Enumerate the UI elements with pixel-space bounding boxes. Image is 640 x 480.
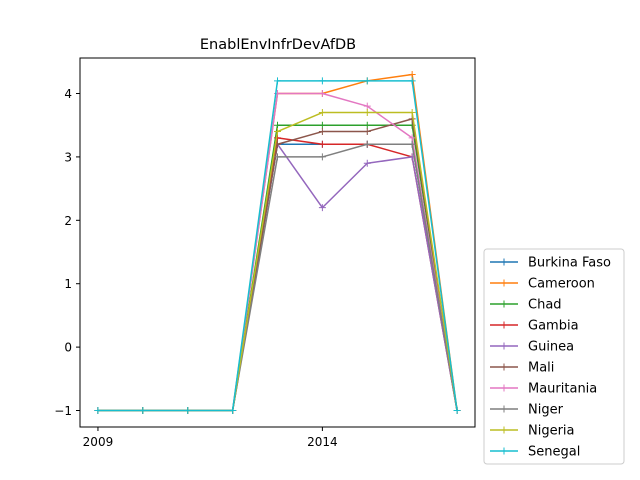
legend-label: Chad [528, 298, 562, 313]
legend-entry: Gambia [490, 319, 579, 334]
legend-entry: Mali [490, 361, 554, 376]
data-point [408, 134, 416, 142]
x-tick-label: 2009 [83, 435, 114, 449]
y-tick-label: 3 [64, 150, 72, 164]
y-tick-label: 0 [64, 341, 72, 355]
data-point [363, 77, 371, 85]
data-point [408, 70, 416, 78]
data-point [318, 90, 326, 98]
data-point [229, 407, 237, 415]
series-niger [94, 140, 461, 415]
legend-entry: Senegal [490, 445, 580, 460]
legend-box [483, 248, 625, 465]
legend-marker [500, 321, 508, 329]
data-point [363, 140, 371, 148]
data-point [363, 128, 371, 136]
legend-entry: Burkina Faso [490, 256, 611, 271]
legend-entry: Guinea [490, 340, 574, 355]
data-point [274, 128, 281, 136]
data-point [363, 159, 371, 167]
legend-label: Senegal [528, 445, 580, 460]
legend-entry: Cameroon [490, 277, 595, 292]
series-line [97, 143, 458, 412]
data-point [94, 407, 102, 415]
data-point [318, 128, 326, 136]
data-point [318, 140, 326, 148]
legend-marker [500, 447, 508, 455]
data-point [408, 140, 416, 148]
axes-frame [79, 57, 476, 428]
data-point [318, 121, 326, 129]
data-point [408, 109, 416, 117]
data-point [363, 109, 371, 117]
legend: Burkina Faso Cameroon Chad Gambia Guinea Mali… [483, 248, 625, 465]
series-line [97, 143, 458, 412]
data-point [139, 407, 147, 415]
data-point [274, 153, 281, 161]
data-point [318, 153, 326, 161]
series-burkina-faso [94, 140, 461, 415]
legend-label: Niger [528, 403, 564, 418]
y-tick-label: 1 [64, 277, 72, 291]
data-point [318, 109, 326, 117]
data-point [453, 407, 461, 415]
plot-area [94, 70, 461, 415]
legend-marker [500, 258, 508, 266]
data-point [363, 121, 371, 129]
data-point [274, 77, 281, 85]
legend-label: Nigeria [528, 424, 575, 439]
legend-entry: Chad [490, 298, 562, 313]
legend-entry: Niger [490, 403, 564, 418]
series-line [97, 137, 458, 412]
legend-entry: Mauritania [490, 382, 597, 397]
data-point [318, 77, 326, 85]
legend-marker [500, 363, 508, 371]
series-line [97, 143, 458, 412]
series-chad [94, 121, 461, 415]
legend-marker [500, 342, 508, 350]
chart-title: EnablEnvInfrDevAfDB [200, 37, 356, 53]
data-point [318, 204, 326, 212]
legend-label: Mali [528, 361, 554, 376]
data-point [408, 77, 416, 85]
y-tick-label: 4 [64, 87, 72, 101]
series-guinea [94, 140, 461, 415]
data-point [184, 407, 192, 415]
data-point [274, 121, 281, 129]
axes: 2009 2014 −1 0 1 2 3 4 [54, 57, 476, 449]
legend-marker [500, 300, 508, 308]
legend-marker [500, 384, 508, 392]
legend-label: Gambia [528, 319, 579, 334]
data-point [363, 102, 371, 110]
y-tick-label: −1 [54, 404, 72, 418]
legend-label: Guinea [528, 340, 574, 355]
series-gambia [94, 134, 461, 415]
legend-label: Mauritania [528, 382, 597, 397]
series-senegal [94, 77, 461, 415]
x-tick-label: 2014 [307, 435, 338, 449]
legend-label: Burkina Faso [528, 256, 611, 271]
series-line [97, 118, 458, 412]
legend-marker [500, 279, 508, 287]
legend-label: Cameroon [528, 277, 595, 292]
series-line [97, 124, 458, 412]
legend-marker [500, 426, 508, 434]
legend-marker [500, 405, 508, 413]
legend-entry: Nigeria [490, 424, 575, 439]
y-tick-label: 2 [64, 214, 72, 228]
